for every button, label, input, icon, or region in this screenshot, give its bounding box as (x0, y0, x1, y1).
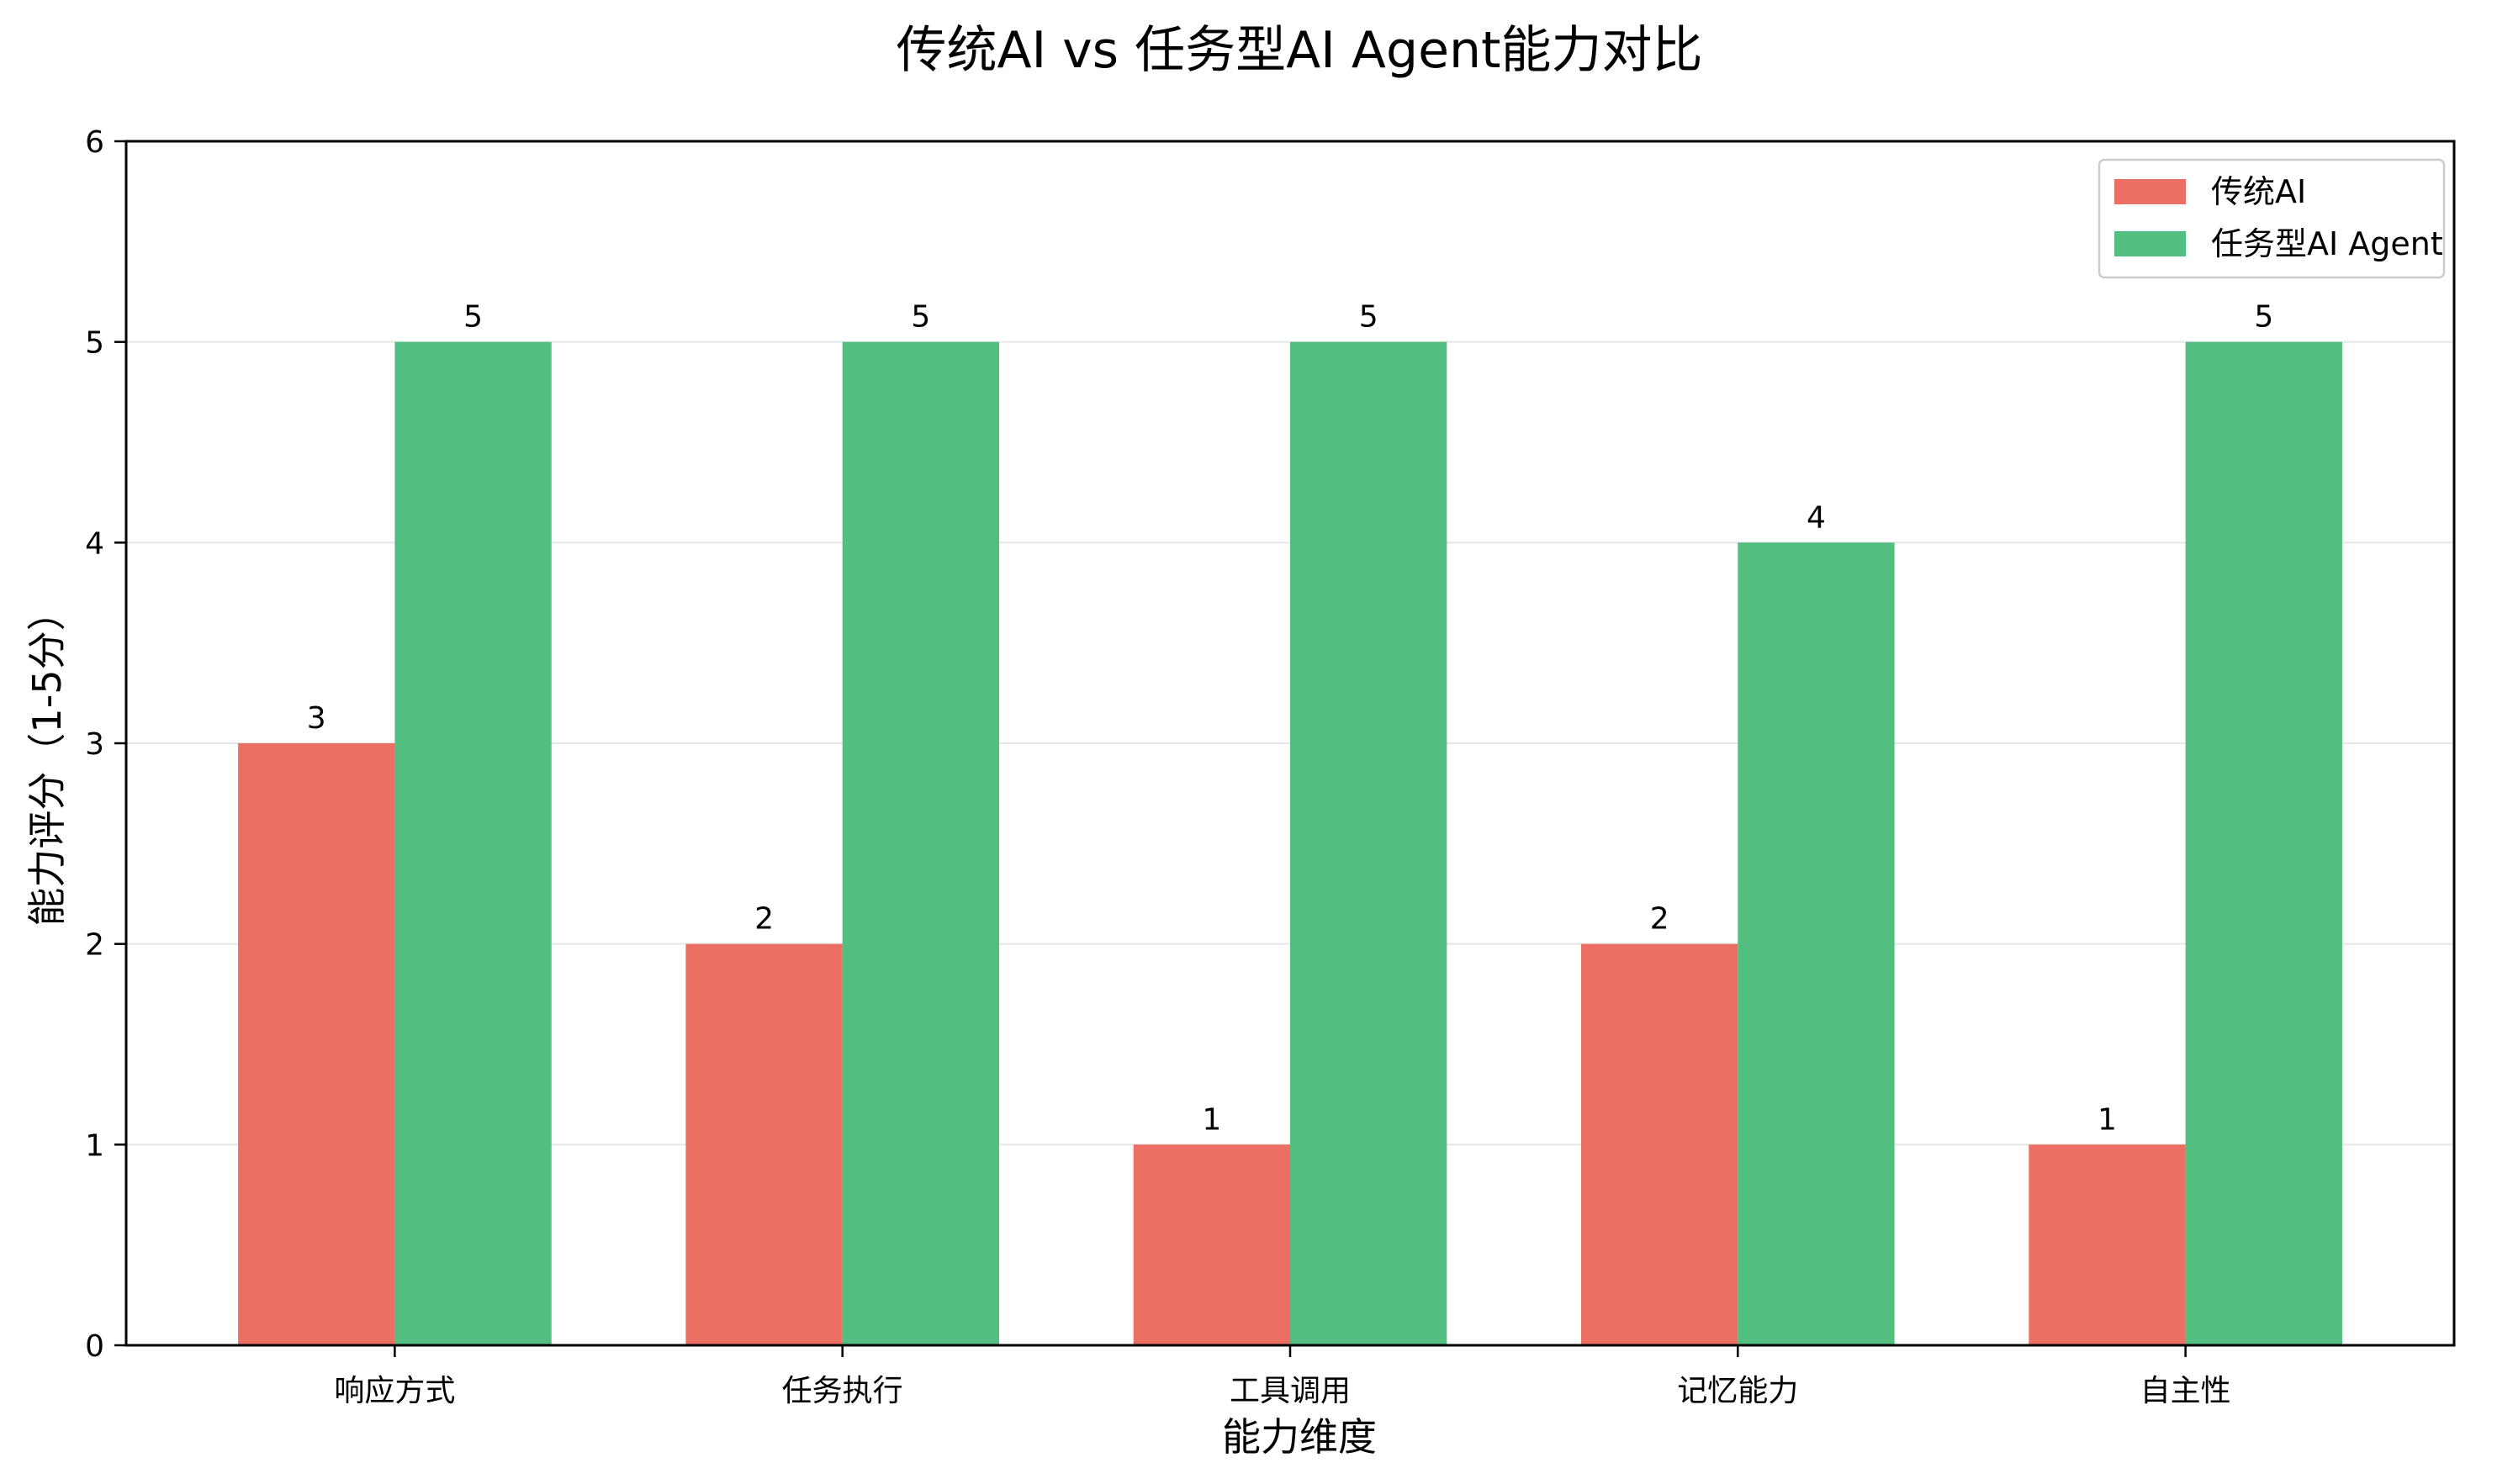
y-tick-label: 5 (85, 326, 104, 361)
x-tick-label: 响应方式 (334, 1374, 455, 1408)
bar (842, 341, 999, 1346)
x-tick-label: 工具调用 (1230, 1374, 1351, 1408)
bar-value-label: 5 (2254, 300, 2273, 335)
y-tick-label: 1 (85, 1128, 104, 1163)
y-axis-ticks: 0 1 2 3 4 5 6 (85, 125, 126, 1364)
legend: 传统AI 任务型AI Agent (2098, 158, 2446, 279)
bar (1738, 542, 1895, 1345)
legend-entry-label: 任务型AI Agent (2211, 225, 2443, 262)
y-tick-label: 0 (85, 1329, 104, 1364)
bars (238, 341, 2342, 1346)
bar-value-label: 5 (463, 300, 483, 335)
y-tick-label: 4 (85, 526, 104, 561)
bar-value-label: 5 (911, 300, 930, 335)
bar (1581, 943, 1738, 1345)
bar-value-label: 3 (307, 701, 326, 736)
bar-labels: 3 2 1 2 1 5 5 5 4 5 (307, 300, 2273, 1138)
legend-entry-label: 传统AI (2211, 173, 2306, 210)
y-tick-label: 3 (85, 727, 104, 762)
bar-value-label: 1 (2098, 1102, 2117, 1137)
legend-swatch (2114, 231, 2186, 256)
y-tick-label: 6 (85, 125, 104, 160)
bar (2185, 341, 2342, 1346)
bar (1133, 1144, 1290, 1345)
bar (1290, 341, 1447, 1346)
x-axis-ticks: 响应方式 任务执行 工具调用 记忆能力 自主性 (334, 1345, 2231, 1408)
bar-value-label: 2 (1650, 902, 1669, 937)
legend-swatch (2114, 179, 2186, 204)
x-tick-label: 自主性 (2140, 1374, 2231, 1408)
x-axis-label: 能力维度 (1222, 1414, 1377, 1460)
bar (238, 743, 395, 1345)
bar (685, 943, 843, 1345)
bar-value-label: 5 (1359, 300, 1378, 335)
x-tick-label: 记忆能力 (1677, 1374, 1798, 1408)
y-axis-label: 能力评分（1-5分） (24, 592, 70, 926)
bar-value-label: 4 (1807, 500, 1826, 535)
bar-value-label: 2 (754, 902, 774, 937)
bar-value-label: 1 (1202, 1102, 1221, 1137)
y-tick-label: 2 (85, 928, 104, 963)
chart-title: 传统AI vs 任务型AI Agent能力对比 (896, 21, 1702, 80)
x-tick-label: 任务执行 (782, 1374, 903, 1408)
bar (2029, 1144, 2186, 1345)
bar (394, 341, 552, 1346)
